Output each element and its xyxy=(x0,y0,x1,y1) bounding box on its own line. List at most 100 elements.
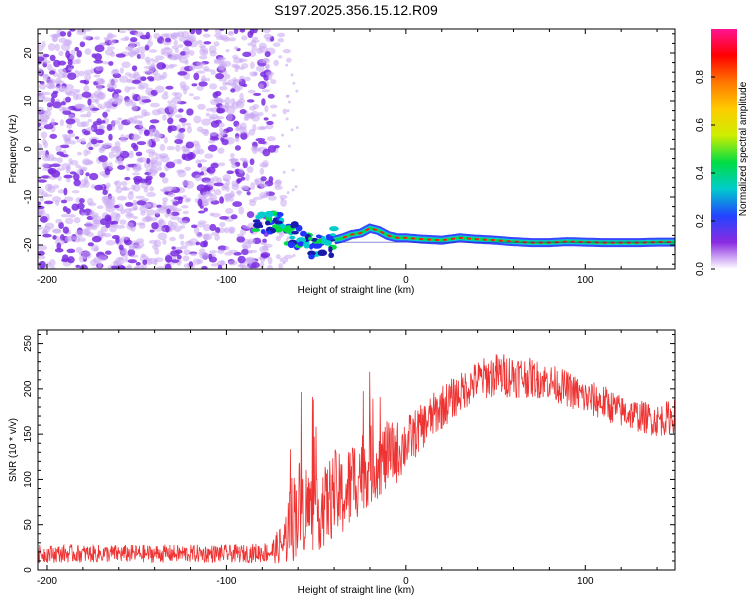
noise-blob xyxy=(192,258,202,265)
noise-blob xyxy=(126,221,135,230)
noise-blob xyxy=(246,211,255,219)
noise-blob xyxy=(165,85,174,90)
noise-blob xyxy=(75,164,82,169)
noise-blob xyxy=(38,255,46,260)
noise-blob xyxy=(197,103,206,110)
signal-blob xyxy=(300,230,307,237)
noise-blob xyxy=(249,158,255,166)
noise-blob xyxy=(63,174,73,179)
signal-blob xyxy=(264,210,274,218)
noise-blob xyxy=(148,239,158,244)
noise-blob xyxy=(162,114,167,121)
noise-blob xyxy=(219,216,229,220)
noise-blob xyxy=(238,206,245,215)
x-tick-label: -200 xyxy=(37,576,57,587)
noise-blob xyxy=(38,83,47,90)
noise-blob xyxy=(177,108,184,113)
noise-blob xyxy=(206,166,216,174)
noise-blob xyxy=(148,128,154,137)
noise-blob xyxy=(93,59,104,64)
noise-blob xyxy=(251,113,261,122)
noise-blob xyxy=(125,45,134,51)
noise-blob xyxy=(103,101,113,109)
noise-blob xyxy=(155,132,162,139)
noise-blob xyxy=(135,195,145,199)
noise-blob xyxy=(278,55,283,59)
noise-blob xyxy=(185,122,192,126)
noise-blob xyxy=(234,136,240,143)
colorbar-tick-label: 0.0 xyxy=(695,262,706,276)
noise-blob xyxy=(49,266,56,269)
noise-blob xyxy=(81,91,92,98)
noise-blob xyxy=(135,261,141,266)
noise-blob xyxy=(70,49,76,56)
noise-blob xyxy=(89,172,99,181)
noise-blob xyxy=(134,206,139,210)
noise-blob xyxy=(132,144,139,152)
y-tick-label: 20 xyxy=(23,47,34,59)
noise-blob xyxy=(287,100,291,104)
noise-blob xyxy=(256,126,266,131)
noise-blob xyxy=(219,221,226,228)
noise-blob xyxy=(252,29,258,34)
noise-blob xyxy=(118,75,129,83)
noise-blob xyxy=(59,31,67,37)
noise-blob xyxy=(163,33,174,39)
noise-blob xyxy=(264,104,269,113)
noise-blob xyxy=(119,67,124,74)
noise-blob xyxy=(124,72,132,77)
noise-blob xyxy=(155,153,163,160)
noise-blob xyxy=(209,83,218,90)
noise-blob xyxy=(252,72,257,76)
noise-blob xyxy=(258,42,267,49)
noise-blob xyxy=(67,67,74,71)
noise-blob xyxy=(267,264,273,269)
noise-blob xyxy=(243,115,249,121)
noise-blob xyxy=(85,172,90,177)
figure-title: S197.2025.356.15.12.R09 xyxy=(274,2,438,18)
noise-blob xyxy=(121,61,131,69)
noise-blob xyxy=(65,91,76,96)
noise-blob xyxy=(56,242,62,250)
noise-blob xyxy=(167,100,173,105)
noise-blob xyxy=(214,29,222,35)
noise-blob xyxy=(251,261,260,269)
noise-blob xyxy=(46,102,53,108)
noise-blob xyxy=(195,231,203,239)
noise-blob xyxy=(248,128,256,136)
noise-blob xyxy=(250,182,256,191)
snr-panel: -200 -100 0 100 0 50 100 150 200 250 Height of s… xyxy=(8,329,676,596)
noise-blob xyxy=(63,187,68,196)
noise-blob xyxy=(170,211,180,217)
noise-blob xyxy=(162,200,167,207)
noise-blob xyxy=(162,197,169,202)
noise-blob xyxy=(233,29,239,35)
noise-blob xyxy=(53,59,61,68)
noise-blob xyxy=(262,160,269,168)
noise-blob xyxy=(230,152,235,159)
noise-blob xyxy=(38,205,45,210)
noise-blob xyxy=(239,109,247,115)
noise-blob xyxy=(235,65,241,70)
noise-blob xyxy=(262,238,267,243)
noise-blob xyxy=(93,74,101,78)
noise-blob xyxy=(100,143,107,151)
noise-blob xyxy=(133,47,140,56)
noise-blob xyxy=(49,133,58,139)
signal-blob xyxy=(297,241,305,247)
noise-blob xyxy=(275,254,281,260)
noise-blob xyxy=(82,158,91,166)
noise-blob xyxy=(47,167,57,175)
noise-blob xyxy=(64,235,72,243)
noise-blob xyxy=(154,257,164,263)
noise-blob xyxy=(230,88,236,93)
noise-blob xyxy=(179,51,187,56)
noise-blob xyxy=(132,172,140,176)
noise-blob xyxy=(40,131,48,139)
noise-blob xyxy=(108,161,113,170)
noise-blob xyxy=(285,94,289,98)
noise-blob xyxy=(154,85,165,93)
noise-blob xyxy=(133,71,140,76)
signal-blob xyxy=(317,249,328,257)
noise-blob xyxy=(266,120,274,126)
